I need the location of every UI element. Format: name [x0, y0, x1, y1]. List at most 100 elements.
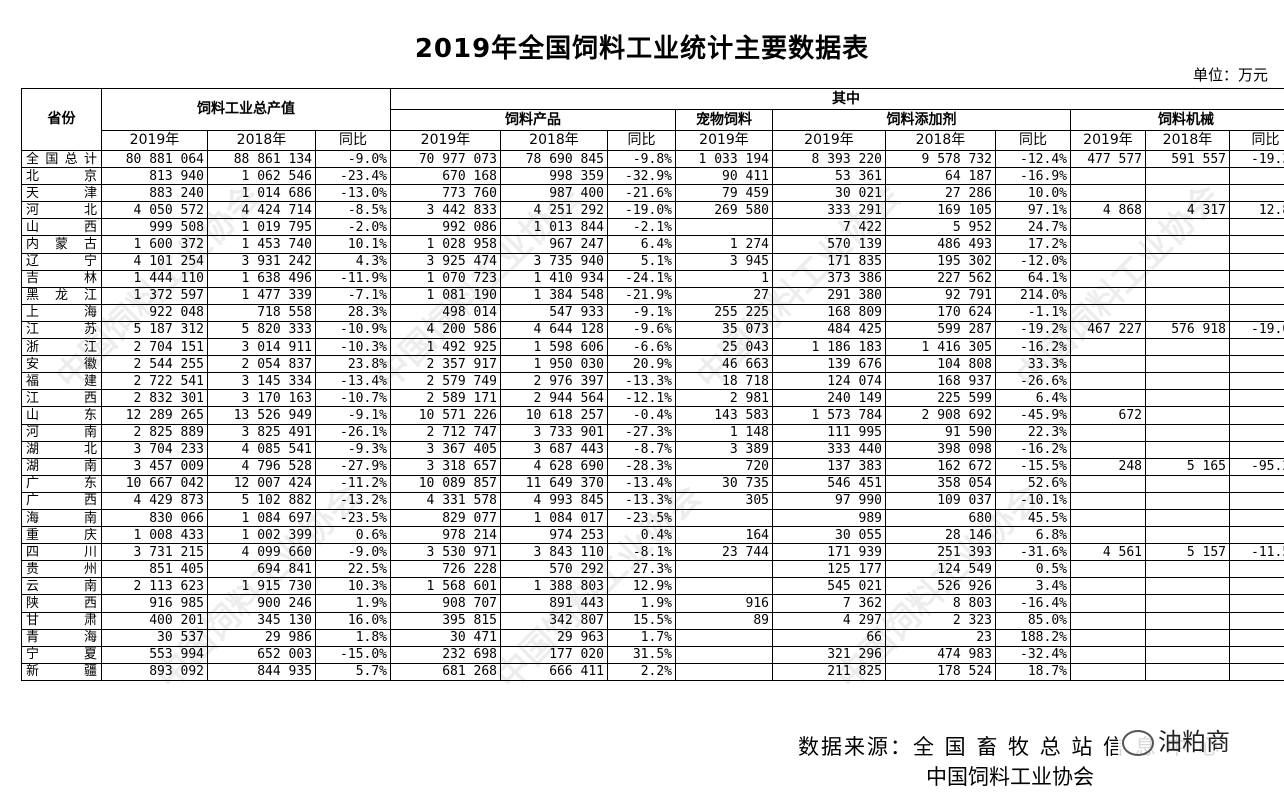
value-cell: -13.3%: [607, 372, 676, 391]
table-row: 北 京 813 940 1 062 546 -23.4% 670 168 998 359-…: [21, 167, 1284, 186]
value-cell: 1 416 305: [885, 338, 996, 357]
value-cell: 5.7%: [315, 662, 391, 681]
value-cell: 333 291: [772, 201, 886, 220]
value-cell: 1 600 372: [101, 235, 208, 254]
year-2018-header: 2018年: [500, 130, 608, 151]
value-cell: 900 246: [207, 594, 316, 613]
value-cell: 9 578 732: [885, 149, 996, 169]
value-cell: 5 157: [1145, 543, 1230, 562]
year-2019-header: 2019年: [101, 130, 208, 151]
value-cell: 46 663: [675, 355, 773, 374]
value-cell: 694 841: [207, 560, 316, 579]
value-cell: 999 508: [101, 218, 208, 237]
value-cell: 3 687 443: [500, 440, 608, 459]
value-cell: [1145, 577, 1230, 596]
chat-bubble-icon: [1122, 730, 1154, 756]
value-cell: 53 361: [772, 167, 886, 186]
value-cell: -26.6%: [995, 372, 1071, 391]
value-cell: [1229, 218, 1284, 237]
value-cell: 829 077: [390, 508, 501, 528]
value-cell: [1229, 628, 1284, 647]
value-cell: 18 718: [675, 372, 773, 391]
value-cell: 1 568 601: [390, 577, 501, 596]
value-cell: [675, 508, 773, 528]
value-cell: 1 410 934: [500, 269, 608, 288]
value-cell: 3 733 901: [500, 423, 608, 442]
value-cell: [1229, 167, 1284, 186]
value-cell: 251 393: [885, 543, 996, 562]
value-cell: 358 054: [885, 474, 996, 493]
value-cell: 5 102 882: [207, 491, 316, 510]
value-cell: 1 186 183: [772, 338, 886, 357]
value-cell: 3 170 163: [207, 389, 316, 408]
value-cell: 30 735: [675, 474, 773, 493]
value-cell: -19.0%: [1229, 320, 1284, 340]
value-cell: 2 054 837: [207, 355, 316, 374]
value-cell: [1070, 286, 1146, 305]
yoy-header: 同比: [607, 130, 676, 151]
value-cell: 25 043: [675, 338, 773, 357]
value-cell: [1070, 491, 1146, 510]
province-cell: 辽 宁: [21, 252, 102, 271]
value-cell: 916: [675, 594, 773, 613]
value-cell: [1229, 269, 1284, 288]
value-cell: [1145, 252, 1230, 271]
value-cell: 1 384 548: [500, 286, 608, 305]
value-cell: 28 146: [885, 526, 996, 545]
value-cell: [1229, 406, 1284, 425]
value-cell: 400 201: [101, 611, 208, 630]
value-cell: 893 092: [101, 662, 208, 681]
value-cell: 97 990: [772, 491, 886, 510]
value-cell: 0.4%: [607, 526, 676, 545]
value-cell: 3 014 911: [207, 338, 316, 357]
value-cell: [1070, 167, 1146, 186]
value-cell: -13.4%: [607, 474, 676, 493]
value-cell: 2 944 564: [500, 389, 608, 408]
value-cell: 0.5%: [995, 560, 1071, 579]
value-cell: 1 070 723: [390, 269, 501, 288]
value-cell: 104 808: [885, 355, 996, 374]
yoy-header: 同比: [995, 130, 1071, 151]
table-row: 新 疆 893 092 844 935 5.7% 681 268 666 411 2.2% 2…: [21, 662, 1284, 681]
value-cell: 2 981: [675, 389, 773, 408]
value-cell: 10.3%: [315, 577, 391, 596]
value-cell: 1 638 496: [207, 269, 316, 288]
feed-products-header: 饲料产品: [390, 109, 676, 131]
value-cell: 851 405: [101, 560, 208, 579]
value-cell: 7 362: [772, 594, 886, 613]
value-cell: -1.1%: [995, 303, 1071, 322]
value-cell: 4 200 586: [390, 320, 501, 340]
value-cell: [675, 628, 773, 647]
value-cell: 3 145 334: [207, 372, 316, 391]
value-cell: 373 386: [772, 269, 886, 288]
value-cell: [1145, 508, 1230, 528]
value-cell: 395 815: [390, 611, 501, 630]
value-cell: 5 820 333: [207, 320, 316, 340]
value-cell: -16.2%: [995, 338, 1071, 357]
value-cell: [1145, 594, 1230, 613]
year-2018-header: 2018年: [885, 130, 996, 151]
value-cell: -9.8%: [607, 149, 676, 169]
value-cell: 33.3%: [995, 355, 1071, 374]
value-cell: 1 019 795: [207, 218, 316, 237]
province-cell: 青 海: [21, 628, 102, 647]
province-cell: 湖 南: [21, 457, 102, 476]
value-cell: [1070, 252, 1146, 271]
value-cell: -24.1%: [607, 269, 676, 288]
value-cell: -9.3%: [315, 440, 391, 459]
province-header: 省份: [21, 88, 102, 151]
value-cell: [1229, 184, 1284, 203]
value-cell: 2 704 151: [101, 338, 208, 357]
value-cell: 35 073: [675, 320, 773, 340]
value-cell: -95.2%: [1229, 457, 1284, 476]
province-cell: 宁 夏: [21, 645, 102, 664]
value-cell: [1229, 474, 1284, 493]
year-2019-header: 2019年: [772, 130, 886, 151]
value-cell: 4 251 292: [500, 201, 608, 220]
value-cell: [1229, 526, 1284, 545]
value-cell: -12.1%: [607, 389, 676, 408]
year-2019-header: 2019年: [1070, 130, 1146, 151]
value-cell: 883 240: [101, 184, 208, 203]
value-cell: 4 331 578: [390, 491, 501, 510]
